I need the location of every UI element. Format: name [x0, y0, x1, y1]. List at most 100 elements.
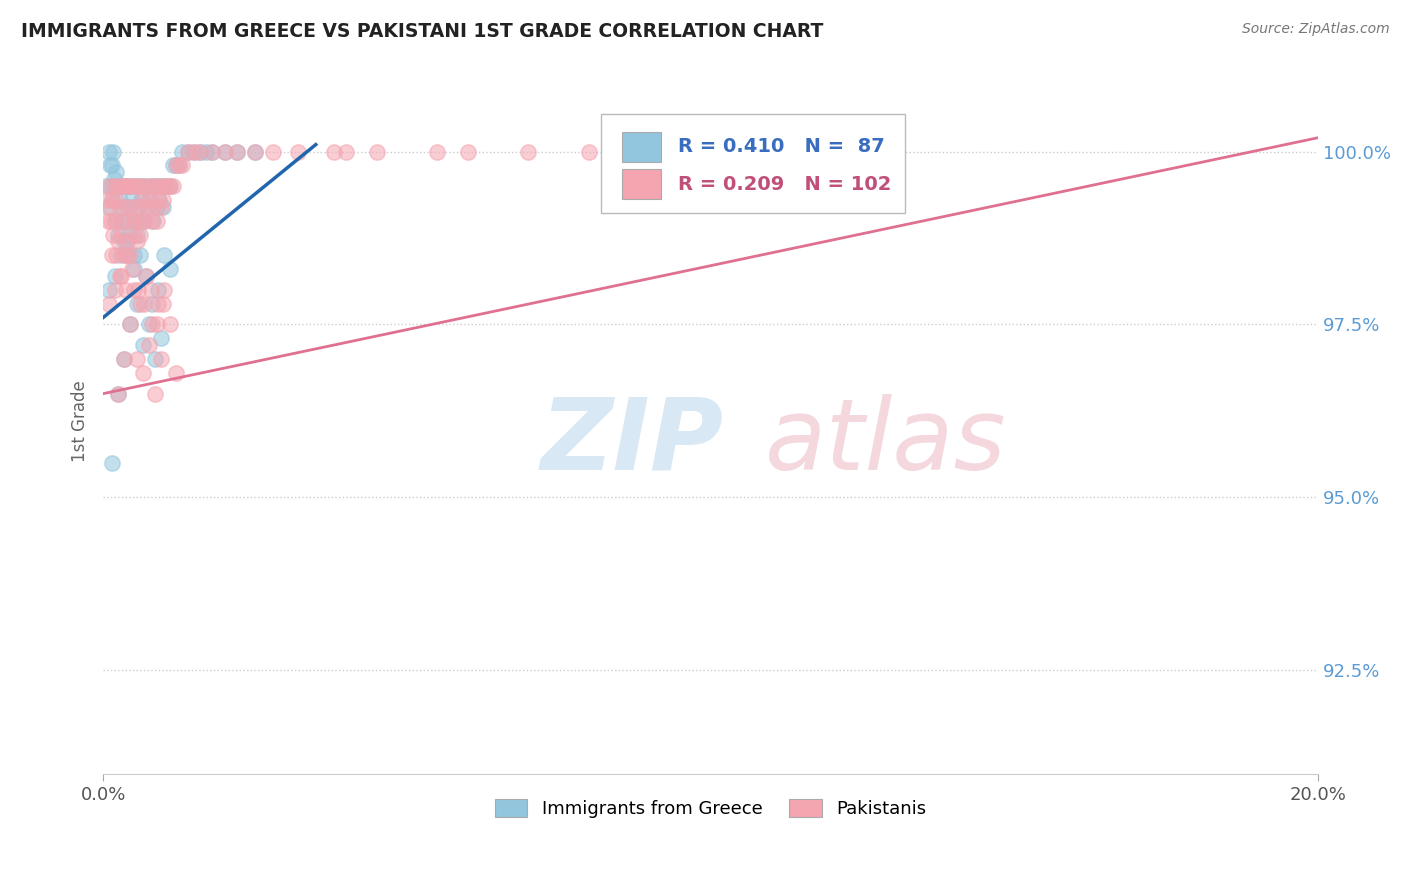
Point — [117, 235, 139, 249]
Point — [287, 145, 309, 159]
Point — [135, 268, 157, 283]
Point — [120, 227, 142, 242]
Point — [146, 179, 169, 194]
Point — [108, 179, 131, 194]
Point — [139, 179, 162, 194]
Point — [177, 145, 200, 159]
Point — [366, 145, 388, 159]
Point — [135, 179, 157, 194]
Point — [145, 318, 167, 332]
Point — [98, 179, 121, 194]
Point — [117, 179, 139, 194]
Point — [141, 179, 163, 194]
Point — [103, 172, 125, 186]
Point — [262, 145, 284, 159]
Point — [105, 165, 128, 179]
Point — [167, 158, 190, 172]
Point — [323, 145, 346, 159]
Point — [153, 179, 176, 194]
Point — [121, 200, 143, 214]
Point — [172, 158, 194, 172]
Point — [138, 338, 160, 352]
Point — [149, 331, 172, 345]
Point — [159, 262, 181, 277]
Point — [149, 200, 172, 214]
Point — [149, 352, 172, 367]
Point — [129, 193, 152, 207]
Point — [141, 318, 163, 332]
Point — [131, 179, 153, 194]
Point — [100, 158, 122, 172]
Point — [177, 145, 200, 159]
FancyBboxPatch shape — [621, 132, 661, 161]
Point — [135, 268, 157, 283]
Point — [138, 193, 160, 207]
Point — [107, 235, 129, 249]
Point — [159, 318, 181, 332]
Point — [101, 227, 124, 242]
Point — [146, 193, 169, 207]
Point — [112, 352, 135, 367]
Point — [153, 283, 176, 297]
Point — [457, 145, 479, 159]
Point — [167, 158, 190, 172]
Point — [143, 386, 166, 401]
Point — [122, 179, 145, 194]
Point — [162, 158, 184, 172]
Point — [156, 179, 179, 194]
Point — [120, 318, 142, 332]
Point — [134, 213, 156, 227]
Point — [112, 179, 135, 194]
Point — [122, 283, 145, 297]
Text: Source: ZipAtlas.com: Source: ZipAtlas.com — [1241, 22, 1389, 37]
Point — [165, 366, 187, 380]
Point — [135, 179, 157, 194]
Point — [143, 352, 166, 367]
Point — [122, 179, 145, 194]
Point — [98, 145, 121, 159]
Point — [112, 179, 135, 194]
Point — [96, 193, 118, 207]
Point — [104, 283, 127, 297]
Point — [98, 296, 121, 310]
Point — [335, 145, 357, 159]
Point — [117, 200, 139, 214]
Point — [100, 213, 122, 227]
Point — [145, 213, 167, 227]
Point — [110, 179, 132, 194]
Point — [96, 179, 118, 194]
Point — [107, 386, 129, 401]
Point — [115, 200, 138, 214]
Point — [243, 145, 266, 159]
Point — [128, 227, 150, 242]
Point — [121, 262, 143, 277]
Point — [162, 179, 184, 194]
Point — [225, 145, 247, 159]
Point — [152, 193, 174, 207]
Point — [105, 193, 128, 207]
Point — [156, 179, 179, 194]
Point — [97, 200, 120, 214]
Point — [134, 296, 156, 310]
Text: atlas: atlas — [765, 394, 1007, 491]
FancyBboxPatch shape — [621, 169, 661, 199]
Point — [128, 296, 150, 310]
Point — [159, 179, 181, 194]
Point — [124, 213, 146, 227]
Point — [108, 268, 131, 283]
Point — [111, 213, 134, 227]
Point — [110, 227, 132, 242]
Y-axis label: 1st Grade: 1st Grade — [72, 381, 89, 462]
Point — [127, 283, 149, 297]
Point — [125, 352, 148, 367]
Point — [152, 200, 174, 214]
Point — [152, 296, 174, 310]
Point — [101, 248, 124, 262]
Point — [243, 145, 266, 159]
Point — [146, 283, 169, 297]
Point — [145, 200, 167, 214]
Point — [125, 235, 148, 249]
Point — [214, 145, 236, 159]
Point — [107, 227, 129, 242]
Point — [104, 268, 127, 283]
